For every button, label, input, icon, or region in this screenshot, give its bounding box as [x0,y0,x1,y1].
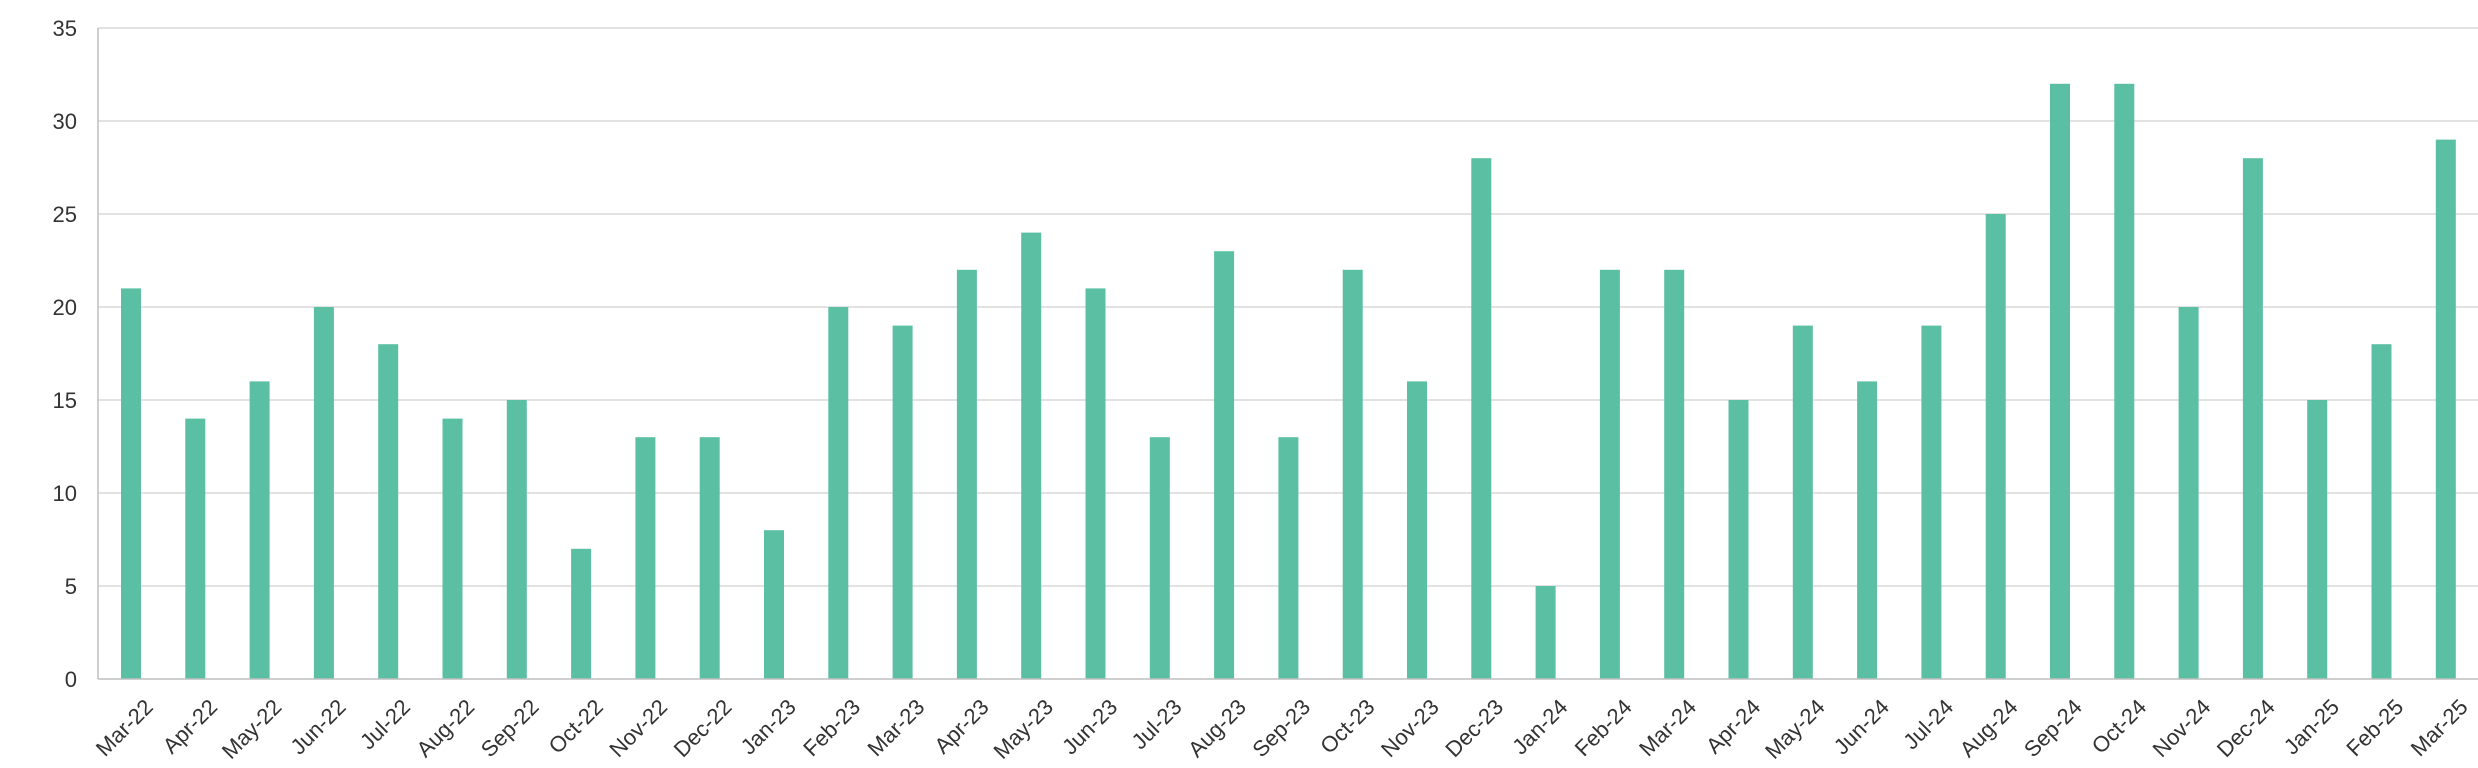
bar-aug-23 [1214,251,1235,679]
x-tick-label: Sep-22 [476,694,544,762]
x-tick-label: Jul-24 [1898,694,1958,754]
x-tick-label: Dec-23 [1440,694,1508,762]
x-tick-label: Feb-23 [798,694,865,761]
bar-mar-25 [2435,139,2456,680]
bar-dec-22 [699,437,720,679]
x-tick-label: Jun-22 [285,694,350,759]
bar-jan-24 [1535,586,1556,679]
bar-jun-22 [313,307,334,679]
bar-aug-22 [442,418,463,679]
y-tick-label: 30 [53,109,77,134]
x-tick-label: Feb-24 [1570,694,1637,761]
y-tick-label: 5 [65,574,77,599]
y-tick-label: 25 [53,202,77,227]
x-tick-label: Mar-23 [862,694,929,761]
gridlines [98,27,2478,587]
bar-mar-22 [121,288,141,679]
bar-may-22 [249,381,270,679]
bar-feb-25 [2371,344,2392,679]
y-tick-label: 0 [65,667,77,692]
x-tick-label: Nov-22 [604,694,672,762]
bar-feb-23 [828,307,849,679]
x-tick-label: Sep-24 [2019,694,2087,762]
bar-dec-23 [1471,158,1492,679]
bar-nov-22 [635,437,656,679]
bar-jul-22 [378,344,399,679]
x-tick-label: Jul-22 [355,694,415,754]
bar-sep-22 [506,400,527,679]
bar-apr-23 [956,269,977,679]
bar-oct-22 [571,548,592,679]
x-tick-label: Apr-24 [1701,694,1765,758]
bar-apr-22 [185,418,206,679]
x-tick-label: Oct-22 [544,694,608,758]
x-tick-label: Nov-23 [1376,694,1444,762]
bar-aug-24 [1985,214,2006,679]
x-tick-label: Nov-24 [2148,694,2216,762]
x-tick-label: Jun-23 [1057,694,1122,759]
x-tick-label: Apr-22 [158,694,222,758]
x-tick-label: May-24 [1760,694,1830,764]
bar-mar-23 [892,325,913,679]
bar-jul-24 [1921,325,1942,679]
bar-jul-23 [1149,437,1170,679]
x-tick-label: Aug-24 [1955,694,2023,762]
bar-nov-23 [1407,381,1427,679]
y-tick-label: 35 [53,16,77,41]
x-tick-label: Mar-22 [91,694,158,761]
bar-sep-23 [1278,437,1299,679]
x-tick-label: Mar-24 [1634,694,1701,761]
x-tick-label: Jan-23 [736,694,801,759]
x-tick-label: May-23 [988,694,1058,764]
bar-feb-24 [1599,269,1620,679]
x-tick-label: Apr-23 [929,694,993,758]
bars [121,83,2456,680]
x-tick-label: Oct-24 [2087,694,2151,758]
x-tick-label: Jun-24 [1829,694,1894,759]
bar-jan-23 [764,530,784,679]
bar-jan-25 [2307,400,2328,679]
x-tick-label: Jan-24 [1507,694,1572,759]
y-tick-label: 10 [53,481,77,506]
bar-mar-24 [1664,269,1685,679]
y-axis-tick-labels: 0 5 10 15 20 25 30 35 [53,16,77,692]
bar-jun-24 [1857,381,1878,679]
bar-sep-24 [2050,83,2070,680]
bar-may-24 [1792,325,1813,679]
x-tick-label: Dec-22 [669,694,737,762]
x-tick-label: Jan-25 [2279,694,2344,759]
bar-oct-23 [1342,269,1363,679]
bar-jun-23 [1085,288,1106,679]
x-tick-label: Sep-23 [1247,694,1315,762]
x-tick-label: Oct-23 [1315,694,1379,758]
y-tick-label: 15 [53,388,77,413]
x-tick-label: Aug-23 [1183,694,1251,762]
bar-dec-24 [2242,158,2263,679]
x-tick-label: Jul-23 [1127,694,1187,754]
y-tick-label: 20 [53,295,77,320]
x-tick-label: Aug-22 [412,694,480,762]
bar-may-23 [1021,232,1042,679]
bar-oct-24 [2114,83,2135,680]
x-tick-label: Feb-25 [2341,694,2408,761]
x-tick-label: Dec-24 [2212,694,2280,762]
x-tick-label: Mar-25 [2406,694,2473,761]
x-tick-label: May-22 [217,694,287,764]
bar-apr-24 [1728,400,1749,679]
bar-nov-24 [2178,307,2199,679]
